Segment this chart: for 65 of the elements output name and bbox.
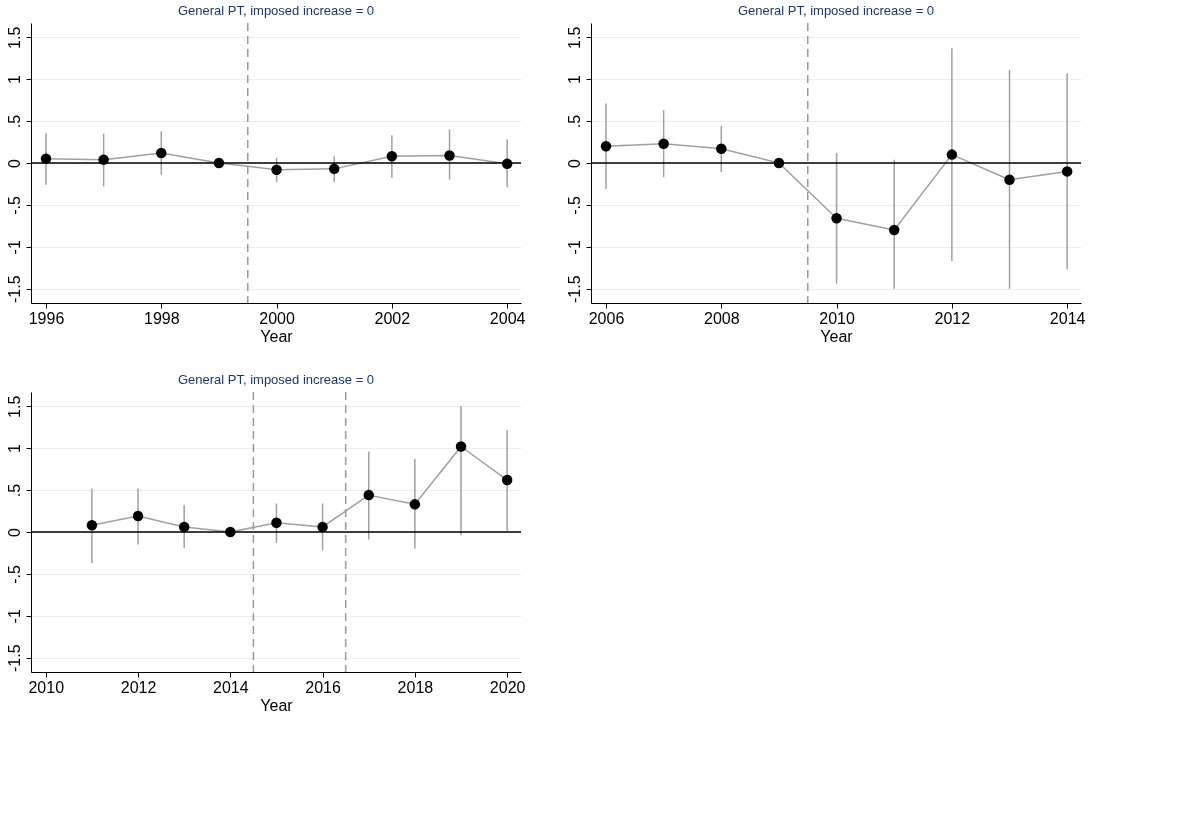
y-tick-label: -.5 xyxy=(565,195,583,215)
y-tick-label: 1.5 xyxy=(565,26,583,49)
x-tick-label: 2020 xyxy=(489,678,526,696)
x-tick-label: 2014 xyxy=(1049,309,1086,327)
chart-title: General PT, imposed increase = 0 xyxy=(177,3,375,19)
point xyxy=(386,151,398,162)
chart-title: General PT, imposed increase = 0 xyxy=(177,372,375,388)
y-tick-label: 0 xyxy=(5,158,23,168)
point xyxy=(86,520,98,531)
y-tick-label: .5 xyxy=(565,114,583,129)
x-tick-label: 2016 xyxy=(305,678,341,696)
y-tick-label: 1 xyxy=(5,75,23,85)
x-tick-label: 2004 xyxy=(489,309,526,327)
point xyxy=(946,149,958,160)
point xyxy=(501,474,513,486)
point xyxy=(888,224,900,236)
x-tick-label: 2008 xyxy=(703,309,740,327)
y-tick-label: 1.5 xyxy=(5,26,23,49)
x-tick-label: 2006 xyxy=(588,309,625,327)
y-tick-label: 1 xyxy=(565,75,583,85)
x-tick-label: 2012 xyxy=(934,309,971,327)
y-tick-label: -1.5 xyxy=(565,275,583,304)
point xyxy=(178,521,190,533)
x-tick-label: 2018 xyxy=(397,678,434,696)
y-tick-label: -1 xyxy=(5,609,23,624)
y-tick-label: .5 xyxy=(5,114,23,129)
chart-title: General PT, imposed increase = 0 xyxy=(737,3,935,19)
x-tick-label: 2000 xyxy=(259,309,295,327)
x-axis-title: Year xyxy=(260,696,294,714)
x-tick-label: 2010 xyxy=(819,309,855,327)
x-axis-title: Year xyxy=(820,327,854,345)
point xyxy=(271,517,282,529)
y-tick-label: -1.5 xyxy=(5,275,23,304)
point xyxy=(132,510,144,522)
point xyxy=(328,163,340,175)
y-tick-label: 1.5 xyxy=(5,395,23,418)
point xyxy=(831,213,842,224)
x-tick-label: 2010 xyxy=(28,678,65,696)
point xyxy=(716,143,727,154)
point xyxy=(600,141,612,152)
y-tick-label: 0 xyxy=(565,158,583,168)
x-tick-label: 2012 xyxy=(120,678,157,696)
y-tick-label: -1 xyxy=(565,240,583,255)
y-tick-label: -1.5 xyxy=(5,644,23,673)
point xyxy=(363,489,374,501)
x-tick-label: 1998 xyxy=(143,309,180,327)
point xyxy=(1004,174,1015,185)
point xyxy=(444,150,455,161)
y-tick-label: -.5 xyxy=(5,564,23,584)
y-tick-label: 1 xyxy=(5,444,23,454)
x-axis-title: Year xyxy=(260,327,294,345)
y-tick-label: .5 xyxy=(5,483,23,498)
point xyxy=(271,164,282,175)
point xyxy=(156,147,167,159)
x-tick-label: 2014 xyxy=(213,678,249,696)
point xyxy=(1061,166,1073,177)
point xyxy=(455,441,467,452)
y-tick-label: 0 xyxy=(5,527,23,537)
y-tick-label: -1 xyxy=(5,240,23,255)
y-tick-label: -.5 xyxy=(5,195,23,215)
point xyxy=(317,521,328,533)
point xyxy=(409,499,421,510)
x-tick-label: 2002 xyxy=(374,309,411,327)
point xyxy=(658,138,669,149)
x-tick-label: 1996 xyxy=(28,309,65,327)
